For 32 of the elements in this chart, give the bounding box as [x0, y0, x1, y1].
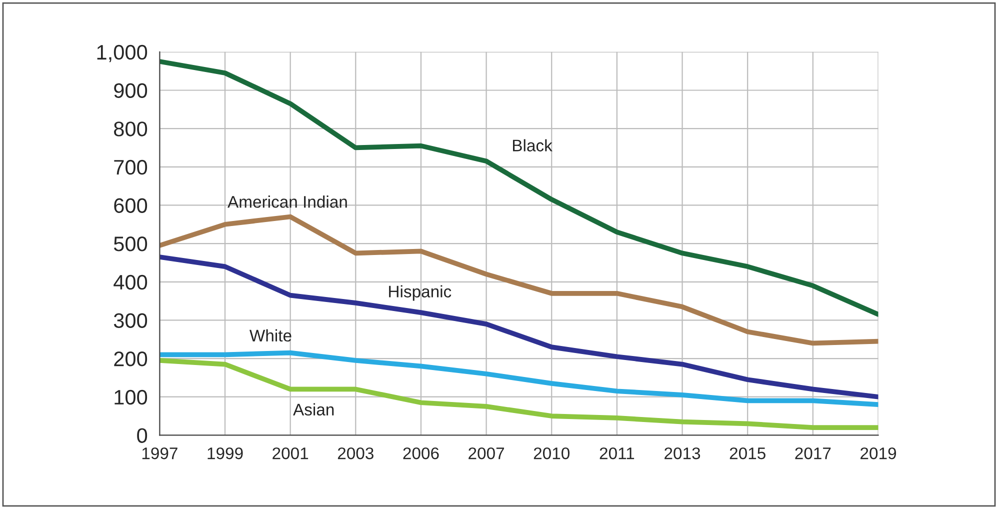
y-tick-label: 400: [114, 274, 148, 290]
y-tick-label: 700: [114, 160, 148, 175]
x-tick-label: 2007: [468, 447, 504, 460]
x-tick-label: 2013: [664, 447, 700, 460]
line-series: [160, 358, 878, 430]
y-tick-label: 800: [114, 122, 148, 136]
x-tick-label: 2001: [272, 447, 308, 460]
line-series: [160, 254, 878, 400]
line-series: [160, 214, 878, 346]
x-tick-label: 2011: [600, 447, 634, 460]
y-tick-label: 200: [114, 352, 148, 366]
line-series: [160, 59, 878, 317]
series-label: Asian: [293, 403, 334, 416]
y-tick-label: 500: [114, 236, 148, 252]
x-tick-label: 2019: [860, 447, 896, 460]
x-tick-label: 1997: [142, 447, 178, 460]
x-tick-label: 2015: [730, 447, 766, 460]
x-tick-label: 1999: [208, 447, 243, 460]
y-tick-label: 0: [137, 428, 148, 443]
series-label: Black: [513, 139, 552, 152]
x-tick-label: 2017: [795, 447, 831, 460]
series-label: White: [250, 329, 292, 342]
x-tick-label: 2010: [534, 447, 570, 460]
series-label: Hispanic: [389, 285, 452, 301]
x-tick-label: 2006: [403, 447, 439, 460]
y-tick-label: 1,000: [97, 44, 148, 62]
y-tick-label: 900: [114, 83, 148, 98]
series-label: American Indian: [228, 196, 347, 208]
x-tick-label: 2003: [338, 447, 374, 460]
y-tick-label: 600: [114, 198, 148, 213]
y-tick-label: 300: [114, 313, 148, 328]
y-tick-label: 100: [114, 390, 148, 405]
